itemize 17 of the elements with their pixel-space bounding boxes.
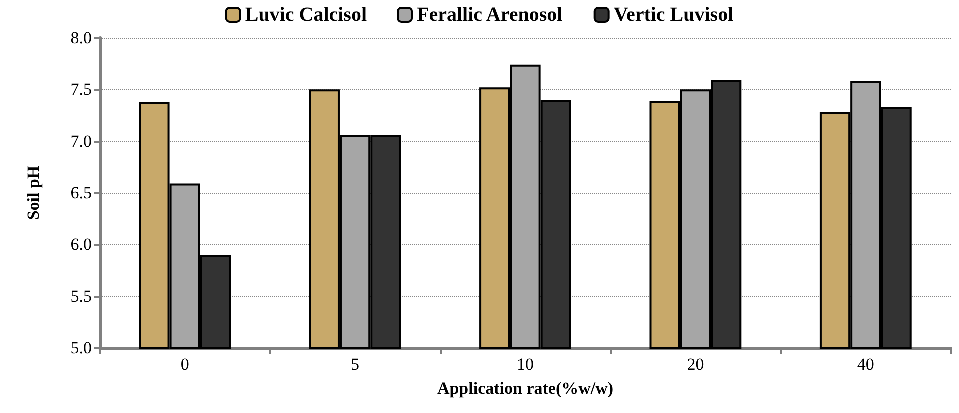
y-tick-label: 6.0 <box>70 235 92 254</box>
y-tick-label: 5.5 <box>70 286 92 306</box>
y-tick-label: 7.5 <box>70 80 92 100</box>
y-tick-label: 7.0 <box>70 132 92 151</box>
x-tick-label: 0 <box>180 355 190 374</box>
x-tick-label: 10 <box>517 355 534 374</box>
x-tick-label: 5 <box>351 355 360 374</box>
legend-label: Vertic Luvisol <box>614 4 734 26</box>
x-tick-label: 20 <box>687 355 704 374</box>
x-tick-label: 40 <box>857 355 874 374</box>
legend-label: Ferallic Arenosol <box>417 4 564 26</box>
legend-label: Luvic Calcisol <box>245 4 368 26</box>
y-tick-label: 5.0 <box>70 338 92 358</box>
y-tick-label: 8.0 <box>70 28 92 48</box>
y-tick-label: 6.5 <box>70 184 92 202</box>
y-axis-title: Soil pH <box>24 166 43 220</box>
x-axis-title: Application rate(%w/w) <box>437 379 614 398</box>
